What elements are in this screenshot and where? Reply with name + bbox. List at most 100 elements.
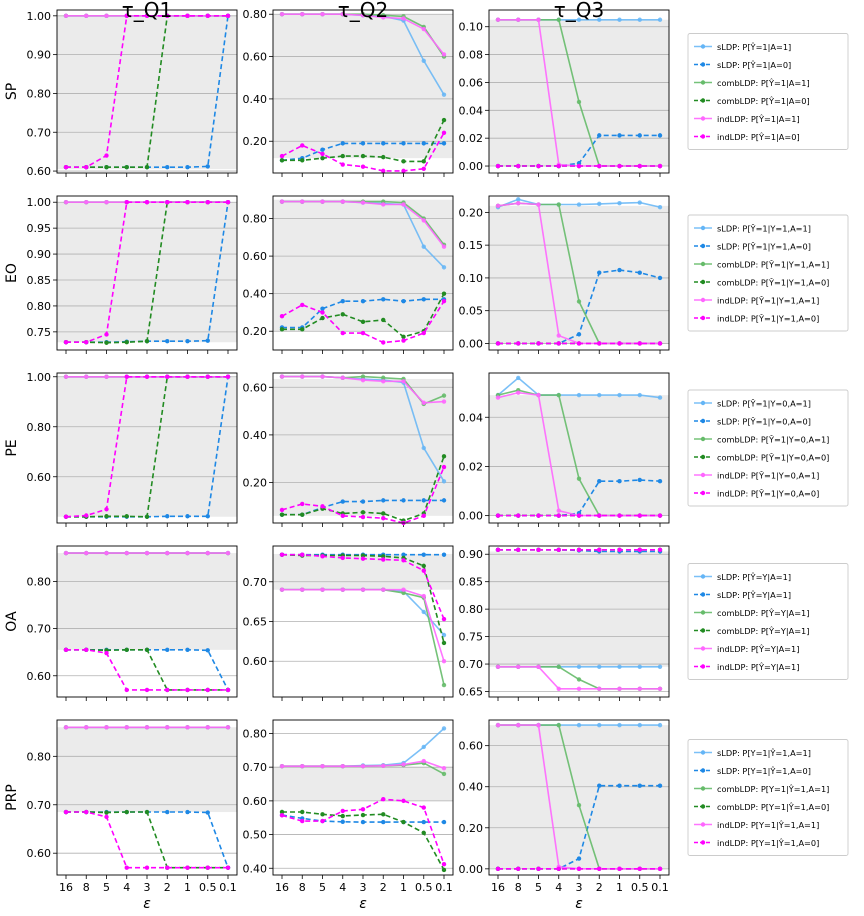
- data-point: [421, 758, 426, 764]
- data-point: [516, 375, 521, 381]
- data-point: [84, 164, 89, 170]
- data-point: [637, 866, 642, 872]
- data-point: [441, 771, 447, 777]
- y-tick-label: 0.90: [27, 248, 52, 261]
- y-tick-label: 0.02: [459, 460, 484, 473]
- data-point: [225, 550, 231, 556]
- data-point: [576, 299, 582, 304]
- y-tick-label: 0.85: [27, 274, 52, 287]
- data-point: [556, 17, 561, 22]
- data-point: [556, 547, 561, 553]
- x-tick-label: 8: [515, 881, 522, 894]
- legend-marker: [700, 134, 706, 139]
- panel-oa-2: 0.60 0.65 0.70: [243, 545, 454, 701]
- data-point: [279, 374, 285, 379]
- data-point: [320, 818, 325, 824]
- data-point: [576, 17, 582, 22]
- legend-entry: sLDP: P[Ŷ=1|A=1]: [717, 41, 791, 52]
- y-tick-label: 0.70: [243, 761, 268, 774]
- shaded-range: [273, 378, 453, 516]
- data-point: [421, 218, 426, 223]
- x-tick-label: 2: [164, 881, 171, 894]
- y-tick-label: 0.80: [243, 8, 268, 21]
- data-point: [205, 514, 210, 519]
- data-point: [536, 163, 541, 169]
- axes-frame: [488, 9, 670, 174]
- data-point: [597, 478, 602, 484]
- data-point: [340, 808, 345, 814]
- x-tick-label: 0.5: [199, 881, 217, 894]
- data-point: [556, 333, 561, 338]
- data-point: [556, 866, 561, 872]
- y-tick-label: 0.05: [459, 305, 484, 318]
- data-point: [225, 725, 231, 730]
- series-line: [66, 648, 228, 691]
- x-tick-label: 5: [535, 881, 542, 894]
- y-tick-label: 0.40: [243, 288, 268, 301]
- data-point: [657, 722, 663, 728]
- data-point: [381, 812, 386, 817]
- legend-box: [687, 389, 849, 507]
- data-point: [597, 163, 602, 169]
- y-tick-label: 0.06: [459, 76, 484, 89]
- legend-box: [687, 33, 849, 150]
- data-point: [104, 200, 109, 205]
- data-point: [381, 202, 386, 207]
- legend-entry: combLDP: P[Ŷ=1|Y=1,A=0]: [717, 277, 829, 288]
- data-point: [320, 763, 325, 769]
- data-point: [279, 813, 285, 818]
- x-tick-label: 4: [555, 881, 562, 894]
- data-point: [360, 763, 366, 769]
- data-point: [165, 809, 170, 815]
- data-point: [495, 547, 501, 553]
- data-point: [401, 141, 406, 146]
- data-point: [516, 547, 521, 553]
- y-tick-label: 0.50: [243, 829, 268, 842]
- legend-entry: indLDP: P[Ŷ=1|Y=1,A=0]: [717, 313, 819, 324]
- axes-frame: [56, 719, 238, 876]
- x-axis-label: ε: [143, 896, 151, 912]
- data-point: [300, 374, 305, 379]
- data-point: [300, 552, 305, 557]
- data-point: [320, 151, 325, 157]
- data-point: [576, 547, 582, 553]
- legend-marker: [700, 822, 706, 827]
- data-point: [300, 12, 305, 17]
- data-point: [657, 513, 663, 518]
- data-point: [421, 563, 426, 569]
- data-point: [421, 159, 426, 164]
- panel-eo-1: 0.75 0.80 0.85 0.90 0.95 1.00: [27, 195, 238, 354]
- data-point: [441, 867, 447, 873]
- legend-entry: combLDP: P[Ŷ=1|Y=1,A=1]: [717, 259, 829, 270]
- data-point: [441, 52, 447, 57]
- x-tick-label: 8: [299, 881, 306, 894]
- data-point: [576, 686, 582, 691]
- data-point: [225, 13, 231, 19]
- data-point: [340, 813, 345, 819]
- x-tick-label: 1: [400, 881, 407, 894]
- data-point: [360, 807, 366, 812]
- data-point: [576, 392, 582, 398]
- data-point: [441, 498, 447, 503]
- shaded-range: [57, 376, 237, 517]
- data-point: [104, 810, 109, 815]
- data-point: [185, 514, 190, 519]
- legend-entry: indLDP: P[Ŷ=1|Y=0,A=0]: [717, 488, 819, 499]
- legend-entry: indLDP: P[Ŷ=Y|A=1]: [717, 643, 799, 654]
- axes-frame: [272, 195, 454, 351]
- row-label: OA: [4, 611, 20, 632]
- data-point: [185, 374, 190, 379]
- data-point: [401, 552, 406, 557]
- data-point: [657, 163, 663, 169]
- data-point: [421, 593, 426, 599]
- data-point: [637, 17, 642, 22]
- data-point: [225, 200, 231, 205]
- panel-prp-3: 0.00 0.20 0.40 0.60 16 8 5 4 3 2 1 0.5 0.1: [459, 719, 670, 894]
- axes-frame: [272, 372, 454, 524]
- series-line: [66, 811, 228, 869]
- data-point: [597, 722, 602, 728]
- y-tick-label: 0.70: [27, 799, 52, 812]
- data-point: [401, 379, 406, 384]
- legend-entry: combLDP: P[Ŷ=Y|A=1]: [717, 625, 809, 636]
- x-tick-label: 4: [123, 881, 130, 894]
